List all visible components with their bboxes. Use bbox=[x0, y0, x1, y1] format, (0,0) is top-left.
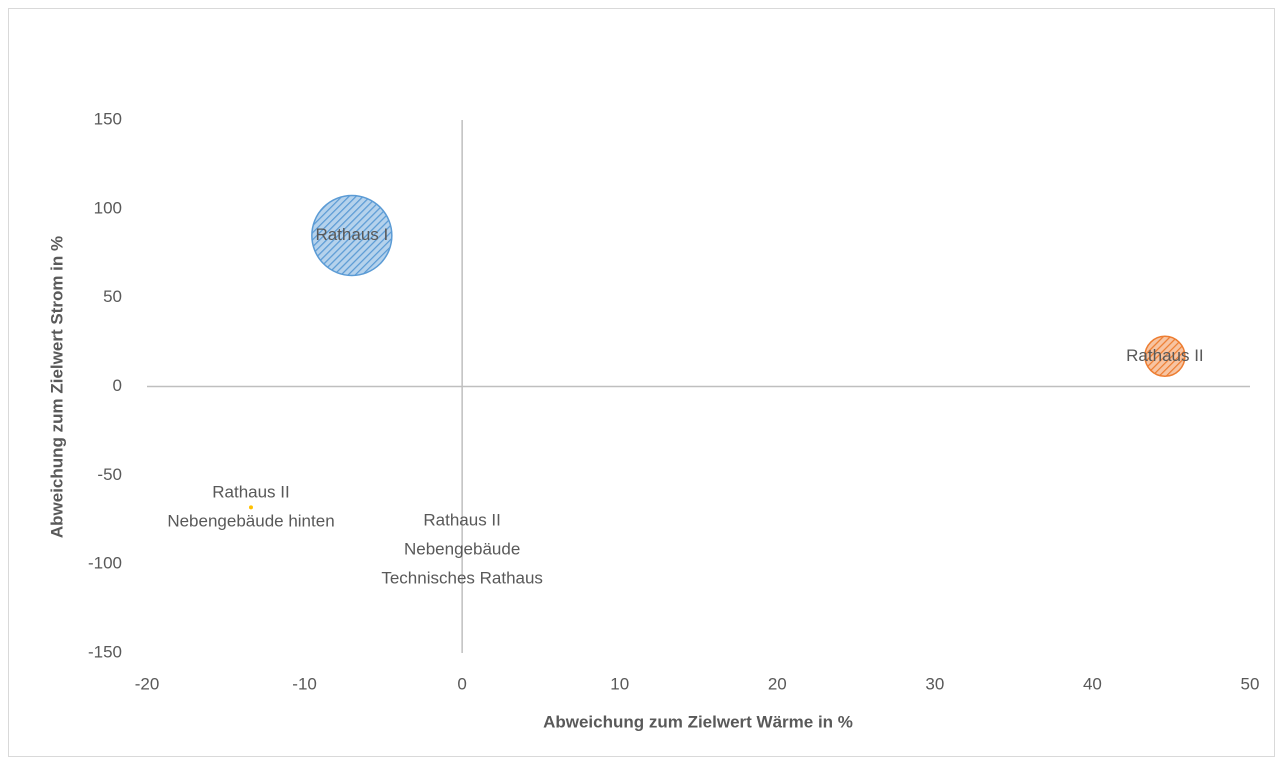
bubble-label: Rathaus II bbox=[1126, 346, 1204, 365]
bubble-label: Technisches Rathaus bbox=[381, 568, 543, 587]
y-tick-label: -100 bbox=[88, 554, 122, 573]
x-tick-label: 20 bbox=[768, 674, 787, 693]
bubble bbox=[311, 194, 393, 277]
bubble-label: Rathaus I bbox=[315, 225, 388, 244]
bubble-label: Nebengebäude bbox=[404, 539, 520, 558]
x-axis-title: Abweichung zum Zielwert Wärme in % bbox=[543, 712, 853, 731]
y-tick-label: 0 bbox=[113, 376, 122, 395]
bubble bbox=[248, 505, 253, 510]
bubble-label: Nebengebäude hinten bbox=[167, 511, 334, 530]
x-tick-label: 50 bbox=[1241, 674, 1260, 693]
bubble-label: Rathaus II bbox=[423, 510, 501, 529]
bubble-label: Rathaus II bbox=[212, 482, 290, 501]
bubble bbox=[1144, 335, 1186, 378]
x-tick-label: 0 bbox=[457, 674, 466, 693]
y-axis-title: Abweichung zum Zielwert Strom in % bbox=[47, 236, 66, 538]
chart-frame bbox=[8, 8, 1275, 757]
x-tick-label: 10 bbox=[610, 674, 629, 693]
x-tick-label: -10 bbox=[292, 674, 317, 693]
y-tick-label: -50 bbox=[97, 465, 122, 484]
y-tick-label: -150 bbox=[88, 642, 122, 661]
y-tick-label: 150 bbox=[94, 109, 122, 128]
x-tick-label: 30 bbox=[925, 674, 944, 693]
y-tick-label: 50 bbox=[103, 287, 122, 306]
x-tick-label: -20 bbox=[135, 674, 160, 693]
x-tick-label: 40 bbox=[1083, 674, 1102, 693]
y-tick-label: 100 bbox=[94, 198, 122, 217]
